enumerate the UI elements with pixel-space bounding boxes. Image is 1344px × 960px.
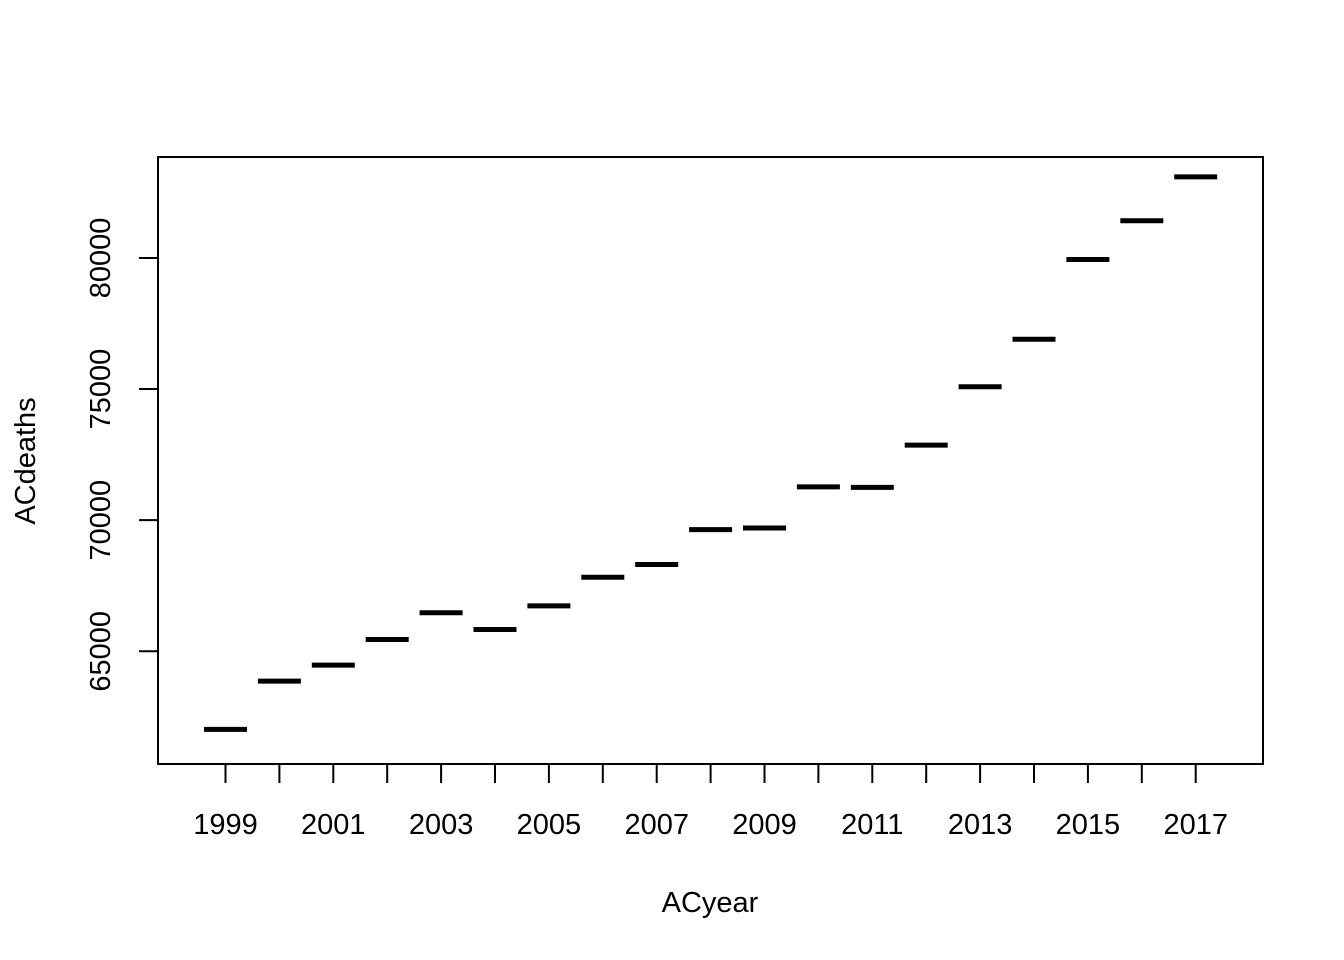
y-tick-label: 80000 [85,218,117,299]
x-axis: 1999 2001 2003 2005 2007 2009 2011 2013 2015 2017 [193,763,1228,841]
y-tick-label: 65000 [85,611,117,692]
x-tick-label: 2013 [948,809,1013,841]
x-tick-label: 2017 [1163,809,1228,841]
plot-frame [157,156,1264,765]
y-axis: 65000 70000 75000 80000 [85,218,159,692]
x-tick-label: 2009 [732,809,797,841]
x-tick-label: 2003 [409,809,474,841]
x-tick-label: 2011 [841,809,903,841]
x-tick-label: 2001 [301,809,366,841]
x-tick-label: 2007 [624,809,689,841]
x-tick-label: 1999 [193,809,258,841]
x-tick-label: 2015 [1056,809,1121,841]
x-axis-label: ACyear [662,887,759,919]
y-axis-label: ACdeaths [10,397,42,524]
y-tick-label: 75000 [85,349,117,430]
y-tick-label: 70000 [85,480,117,561]
data-marks [204,174,1218,732]
x-tick-label: 2005 [517,809,582,841]
